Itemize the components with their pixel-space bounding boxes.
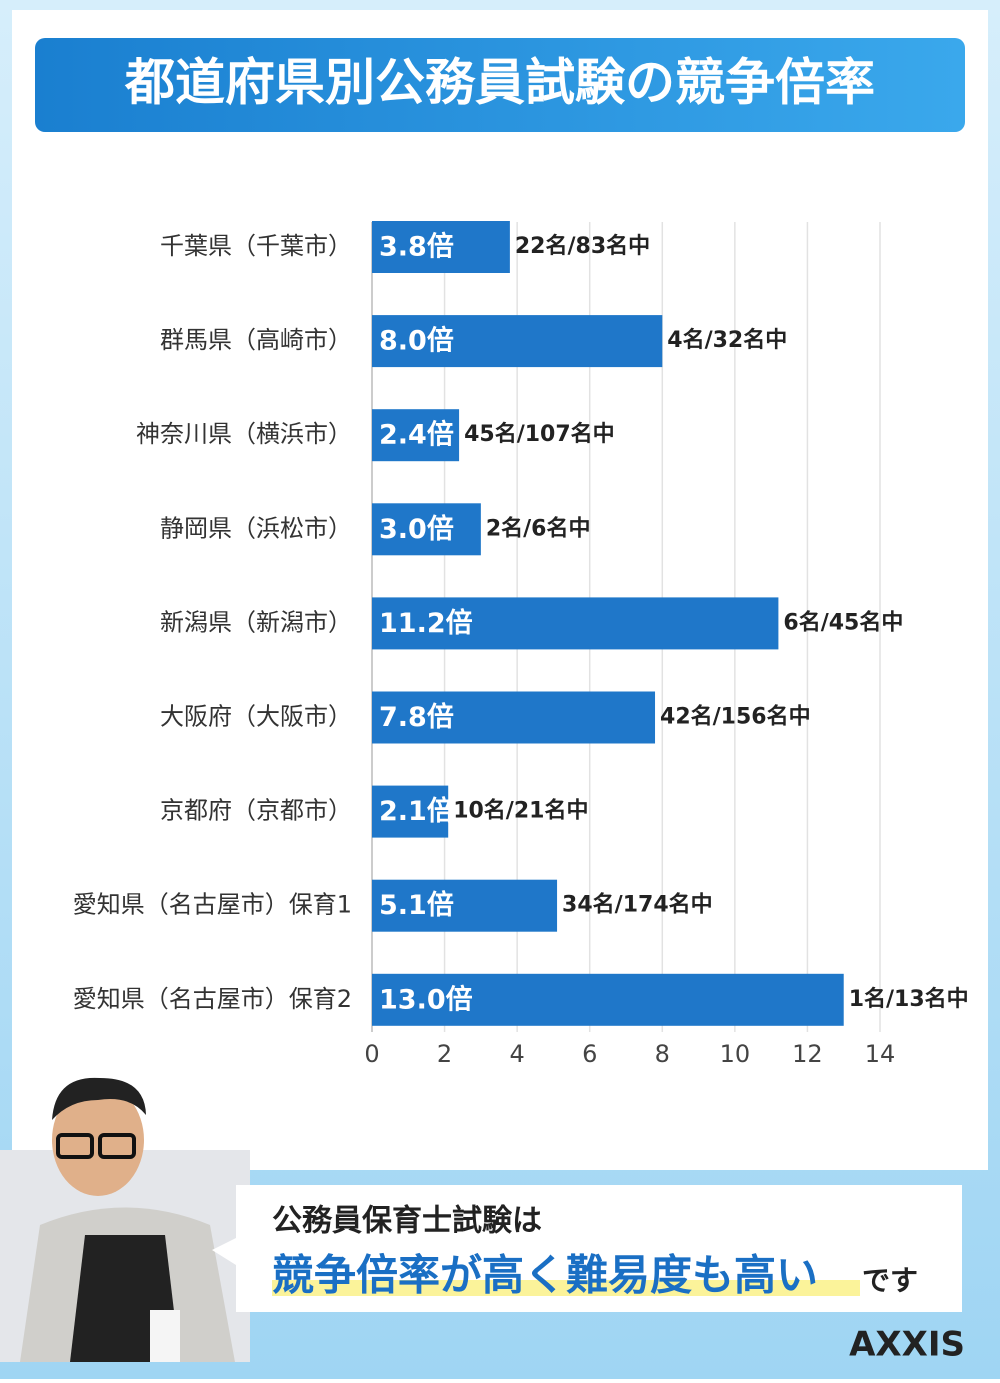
- speech-bubble: 公務員保育士試験は 競争倍率が高く難易度も高い です: [212, 1185, 962, 1312]
- count-label: 1名/13名中: [849, 986, 969, 1012]
- value-label: 3.8倍: [379, 231, 454, 263]
- caption-suffix: です: [862, 1264, 918, 1297]
- value-label: 8.0倍: [379, 325, 454, 357]
- bar: [372, 691, 656, 744]
- bar: [372, 973, 844, 1026]
- bar: [372, 315, 663, 368]
- count-label: 22名/83名中: [515, 233, 650, 259]
- chart-title: 都道府県別公務員試験の競争倍率: [124, 54, 875, 112]
- count-label: 2名/6名中: [486, 515, 591, 541]
- count-label: 6名/45名中: [783, 609, 903, 635]
- bar: [372, 409, 460, 462]
- value-label: 2.4倍: [379, 419, 454, 451]
- highlight-marker: [272, 1280, 860, 1296]
- count-label: 34名/174名中: [562, 892, 713, 918]
- value-label: 2.1倍: [379, 795, 454, 827]
- caption-highlight: 競争倍率が高く難易度も高い: [272, 1251, 818, 1300]
- value-label: 13.0倍: [379, 983, 473, 1015]
- count-label: 45名/107名中: [464, 421, 615, 447]
- x-tick-label: 14: [865, 1040, 896, 1068]
- bar: [372, 221, 510, 273]
- y-tick-label: 静岡県（浜松市）: [160, 514, 352, 542]
- bar: [372, 879, 558, 932]
- y-tick-label: 大阪府（大阪市）: [160, 703, 352, 731]
- title-banner: [35, 38, 965, 132]
- x-tick-label: 4: [510, 1040, 525, 1068]
- logo: AXXIS: [849, 1325, 965, 1365]
- x-tick-label: 8: [655, 1040, 670, 1068]
- y-tick-label: 愛知県（名古屋市）保育2: [73, 985, 352, 1013]
- y-tick-label: 神奈川県（横浜市）: [136, 420, 352, 448]
- x-tick-label: 2: [437, 1040, 452, 1068]
- x-tick-label: 6: [582, 1040, 597, 1068]
- count-label: 4名/32名中: [667, 327, 787, 353]
- x-tick-label: 10: [720, 1040, 751, 1068]
- y-tick-label: 京都府（京都市）: [160, 797, 352, 825]
- value-label: 11.2倍: [379, 607, 473, 639]
- x-tick-label: 0: [364, 1040, 379, 1068]
- bar: [372, 785, 449, 838]
- value-label: 5.1倍: [379, 889, 454, 921]
- presenter: [0, 1077, 250, 1362]
- y-tick-label: 新潟県（新潟市）: [160, 608, 352, 636]
- count-label: 42名/156名中: [660, 704, 811, 730]
- bar: [372, 597, 779, 650]
- count-label: 10名/21名中: [453, 798, 588, 824]
- y-tick-label: 千葉県（千葉市）: [160, 232, 352, 260]
- x-tick-label: 12: [792, 1040, 823, 1068]
- value-label: 7.8倍: [379, 701, 454, 733]
- bar: [372, 503, 481, 556]
- y-tick-label: 群馬県（高崎市）: [160, 326, 352, 354]
- y-tick-label: 愛知県（名古屋市）保育1: [73, 891, 352, 919]
- caption: 公務員保育士試験は: [272, 1204, 542, 1239]
- value-label: 3.0倍: [379, 513, 454, 545]
